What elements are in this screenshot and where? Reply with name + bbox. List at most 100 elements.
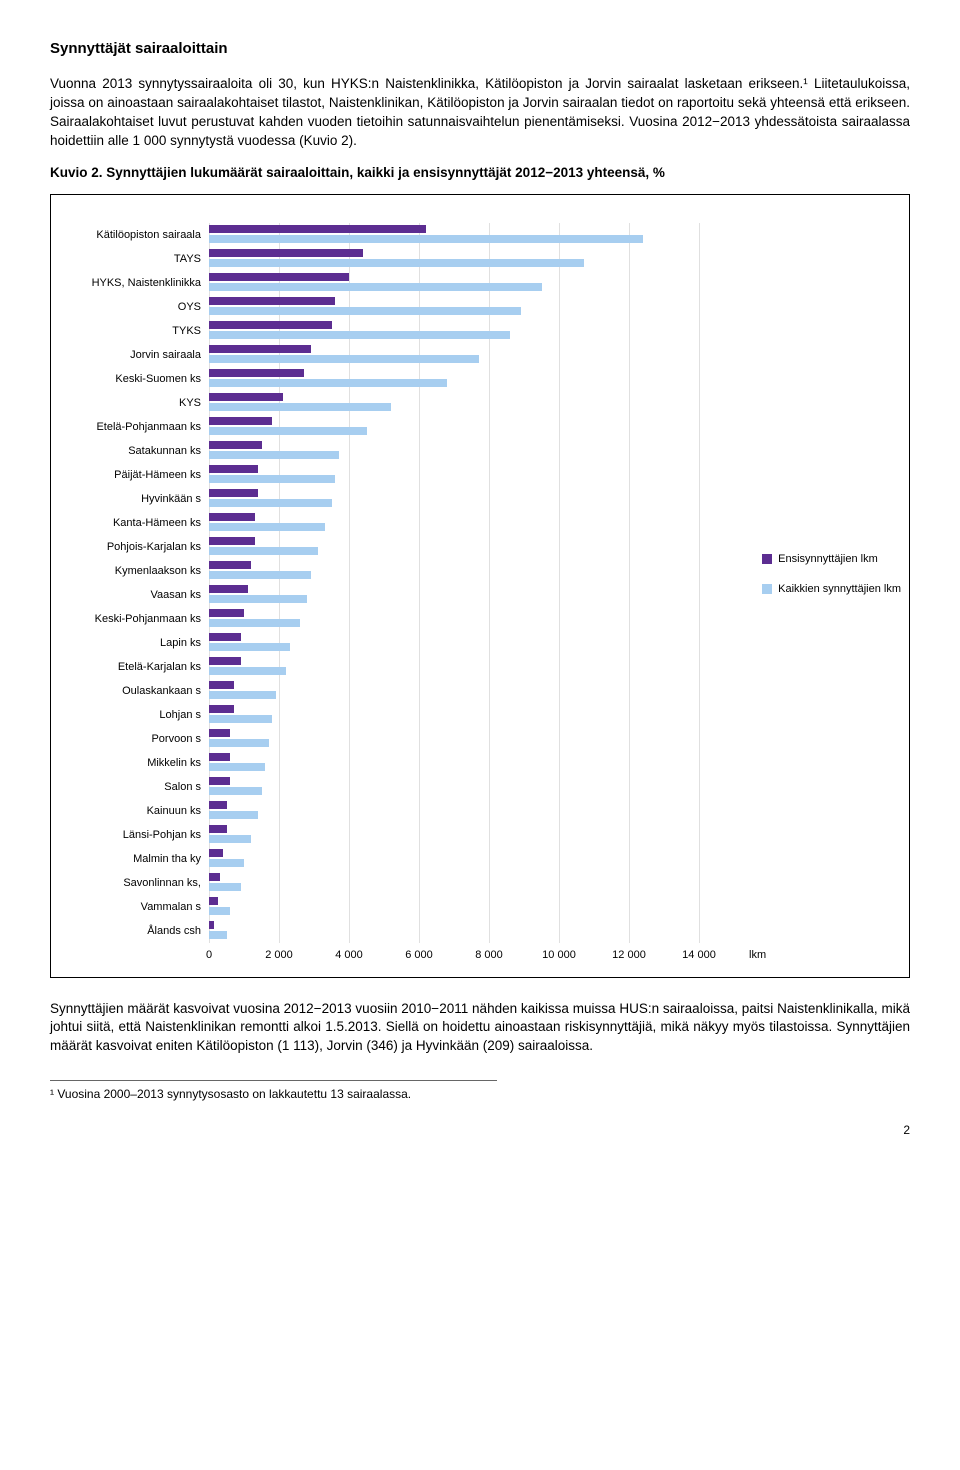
bar-kaikki xyxy=(209,811,258,819)
bar-kaikki xyxy=(209,787,262,795)
bar-ensi xyxy=(209,393,283,401)
x-tick-label: 10 000 xyxy=(542,949,576,961)
figure-label: Kuvio 2. xyxy=(50,165,103,180)
bar-group xyxy=(209,223,891,247)
bar-kaikki xyxy=(209,547,318,555)
bar-ensi xyxy=(209,513,255,521)
bar-kaikki xyxy=(209,835,251,843)
bar-group xyxy=(209,823,891,847)
paragraph-intro: Vuonna 2013 synnytyssairaaloita oli 30, … xyxy=(50,75,910,151)
bar-group xyxy=(209,511,891,535)
chart-y-label: TYKS xyxy=(69,319,209,343)
chart-y-label: Vammalan s xyxy=(69,895,209,919)
chart-y-label: Oulaskankaan s xyxy=(69,679,209,703)
bar-ensi xyxy=(209,657,241,665)
bar-group xyxy=(209,703,891,727)
bar-ensi xyxy=(209,297,335,305)
bar-kaikki xyxy=(209,739,269,747)
footnote: ¹ Vuosina 2000–2013 synnytysosasto on la… xyxy=(50,1080,497,1101)
chart-y-label: Kainuun ks xyxy=(69,799,209,823)
page-number: 2 xyxy=(50,1123,910,1137)
bar-ensi xyxy=(209,585,248,593)
bar-group xyxy=(209,247,891,271)
chart-y-label: Kätilöopiston sairaala xyxy=(69,223,209,247)
bar-kaikki xyxy=(209,499,332,507)
bar-group xyxy=(209,439,891,463)
bar-kaikki xyxy=(209,619,300,627)
bar-group xyxy=(209,895,891,919)
bar-kaikki xyxy=(209,427,367,435)
bar-group xyxy=(209,319,891,343)
bar-group xyxy=(209,295,891,319)
bar-kaikki xyxy=(209,235,643,243)
chart-plot: 02 0004 0006 0008 00010 00012 00014 000l… xyxy=(209,223,891,967)
chart-y-label: Ålands csh xyxy=(69,919,209,943)
chart-y-label: OYS xyxy=(69,295,209,319)
bar-ensi xyxy=(209,897,218,905)
x-tick-label: 14 000 xyxy=(682,949,716,961)
chart-area: Kätilöopiston sairaalaTAYSHYKS, Naistenk… xyxy=(69,223,891,967)
bar-ensi xyxy=(209,705,234,713)
x-tick-label: 4 000 xyxy=(335,949,363,961)
bar-ensi xyxy=(209,321,332,329)
paragraph-after: Synnyttäjien määrät kasvoivat vuosina 20… xyxy=(50,1000,910,1057)
legend-item-kaikki: Kaikkien synnyttäjien lkm xyxy=(762,583,901,595)
bar-ensi xyxy=(209,801,227,809)
bar-group xyxy=(209,799,891,823)
x-tick-label: 12 000 xyxy=(612,949,646,961)
bar-kaikki xyxy=(209,763,265,771)
bar-ensi xyxy=(209,465,258,473)
bar-ensi xyxy=(209,369,304,377)
bar-kaikki xyxy=(209,331,510,339)
legend-label-kaikki: Kaikkien synnyttäjien lkm xyxy=(778,583,901,595)
bar-group xyxy=(209,655,891,679)
bar-ensi xyxy=(209,537,255,545)
x-tick-label: 0 xyxy=(206,949,212,961)
bar-ensi xyxy=(209,417,272,425)
bar-ensi xyxy=(209,873,220,881)
bar-group xyxy=(209,415,891,439)
bar-kaikki xyxy=(209,595,307,603)
chart-y-labels: Kätilöopiston sairaalaTAYSHYKS, Naistenk… xyxy=(69,223,209,967)
bar-kaikki xyxy=(209,931,227,939)
bar-group xyxy=(209,271,891,295)
bar-kaikki xyxy=(209,355,479,363)
bar-group xyxy=(209,847,891,871)
bar-ensi xyxy=(209,753,230,761)
chart-container: Kätilöopiston sairaalaTAYSHYKS, Naistenk… xyxy=(50,194,910,978)
chart-y-label: KYS xyxy=(69,391,209,415)
chart-y-label: Mikkelin ks xyxy=(69,751,209,775)
bar-ensi xyxy=(209,561,251,569)
chart-y-label: Satakunnan ks xyxy=(69,439,209,463)
bar-ensi xyxy=(209,633,241,641)
bar-kaikki xyxy=(209,523,325,531)
chart-y-label: Porvoon s xyxy=(69,727,209,751)
bar-ensi xyxy=(209,849,223,857)
bar-kaikki xyxy=(209,259,584,267)
bar-ensi xyxy=(209,777,230,785)
bar-kaikki xyxy=(209,691,276,699)
x-tick-label: 6 000 xyxy=(405,949,433,961)
legend-item-ensi: Ensisynnyttäjien lkm xyxy=(762,553,901,565)
chart-y-label: Päijät-Hämeen ks xyxy=(69,463,209,487)
chart-x-axis: 02 0004 0006 0008 00010 00012 00014 000l… xyxy=(209,949,891,967)
chart-y-label: Kymenlaakson ks xyxy=(69,559,209,583)
bar-kaikki xyxy=(209,379,447,387)
chart-y-label: Malmin tha ky xyxy=(69,847,209,871)
bar-kaikki xyxy=(209,451,339,459)
chart-y-label: Vaasan ks xyxy=(69,583,209,607)
figure-caption: Kuvio 2. Synnyttäjien lukumäärät sairaal… xyxy=(50,165,910,180)
bar-group xyxy=(209,487,891,511)
section-heading: Synnyttäjät sairaaloittain xyxy=(50,40,910,57)
legend-swatch-kaikki xyxy=(762,584,772,594)
x-tick-label: 2 000 xyxy=(265,949,293,961)
chart-y-label: Jorvin sairaala xyxy=(69,343,209,367)
bar-group xyxy=(209,871,891,895)
bar-kaikki xyxy=(209,643,290,651)
bar-ensi xyxy=(209,249,363,257)
bar-group xyxy=(209,775,891,799)
chart-y-label: Hyvinkään s xyxy=(69,487,209,511)
figure-caption-text: Synnyttäjien lukumäärät sairaaloittain, … xyxy=(103,165,665,180)
chart-y-label: Kanta-Hämeen ks xyxy=(69,511,209,535)
bar-group xyxy=(209,727,891,751)
